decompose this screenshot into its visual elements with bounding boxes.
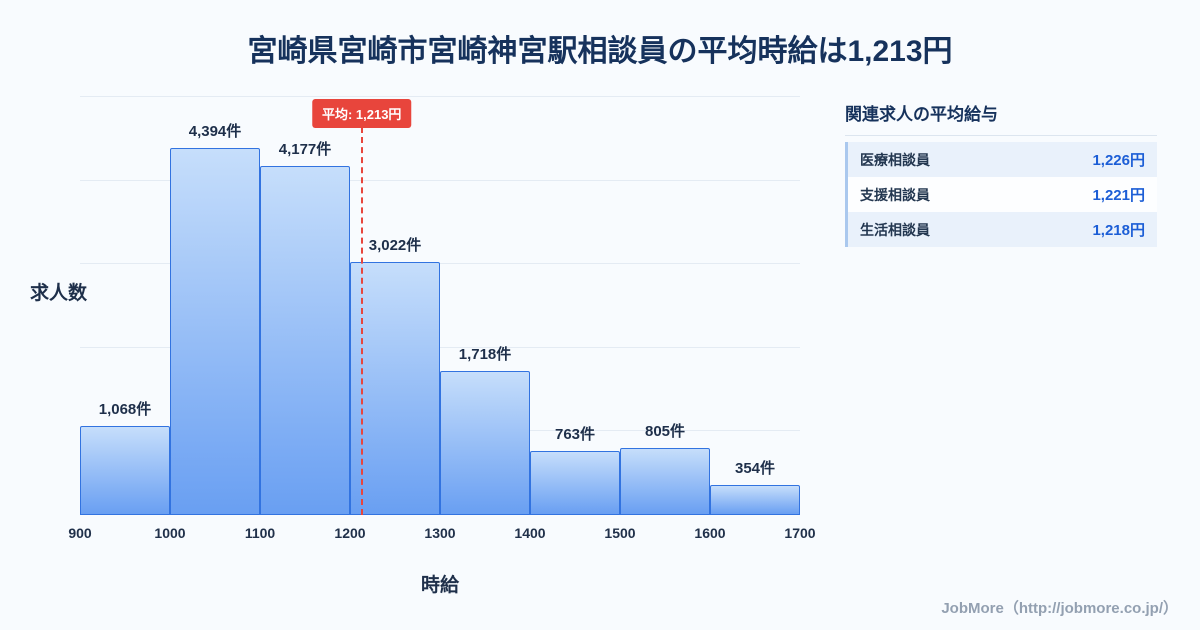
histogram-bar	[260, 165, 350, 515]
job-title-label: 支援相談員	[860, 186, 930, 203]
x-axis-label: 時給	[420, 575, 459, 596]
credit-text: JobMore（http://jobmore.co.jp/）	[941, 600, 1178, 617]
gridline	[80, 346, 800, 348]
gridline	[80, 96, 800, 97]
related-salary-title: 関連求人の平均給与	[845, 105, 998, 124]
bar-value-label: 354件	[734, 460, 776, 478]
x-tick-label: 1600	[694, 525, 726, 541]
mean-line	[360, 127, 363, 515]
histogram-bar	[80, 425, 170, 515]
x-tick-label: 900	[68, 525, 92, 541]
x-tick-label: 1100	[244, 525, 276, 541]
related-salary-table: 医療相談員 1,226円支援相談員 1,221円生活相談員 1,218円	[845, 142, 1157, 247]
bar-value-label: 4,394件	[188, 122, 242, 140]
salary-value: 1,221円	[1092, 187, 1145, 204]
job-title-label: 生活相談員	[860, 221, 930, 238]
x-tick-label: 1400	[514, 525, 546, 541]
histogram-bar	[620, 447, 710, 515]
related-salary-row: 生活相談員 1,218円	[848, 212, 1157, 247]
histogram-bar	[440, 371, 530, 515]
related-salary-row: 医療相談員 1,226円	[848, 142, 1157, 177]
related-salary-row: 支援相談員 1,221円	[848, 177, 1157, 212]
histogram-bar	[170, 147, 260, 515]
histogram-bar	[710, 485, 800, 515]
bar-value-label: 763件	[554, 426, 596, 444]
x-tick-label: 1200	[334, 525, 366, 541]
salary-value: 1,218円	[1092, 222, 1145, 239]
histogram-bar	[350, 262, 440, 515]
related-salary-panel: 関連求人の平均給与 医療相談員 1,226円支援相談員 1,221円生活相談員 1,2…	[845, 100, 1157, 247]
panel-divider	[845, 135, 1157, 136]
bar-value-label: 4,177件	[278, 140, 332, 158]
histogram-bar	[530, 451, 620, 515]
mean-badge: 平均: 1,213円	[311, 99, 412, 128]
bar-value-label: 805件	[644, 422, 686, 440]
salary-value: 1,226円	[1092, 152, 1145, 169]
y-axis-label: 求人数	[30, 283, 88, 304]
x-tick-label: 1500	[604, 525, 636, 541]
gridline	[80, 179, 800, 181]
page-title: 宮崎県宮崎市宮崎神宮駅相談員の平均時給は1,213円	[247, 35, 953, 68]
bar-value-label: 1,068件	[98, 400, 152, 418]
bar-value-label: 3,022件	[368, 237, 422, 255]
gridline	[80, 263, 800, 265]
job-title-label: 医療相談員	[860, 151, 930, 168]
bar-value-label: 1,718件	[458, 346, 512, 364]
plot-area: 1,068件 4,394件 4,177件 3,022件 1,718件 763件 805件 35…	[68, 96, 816, 541]
x-tick-label: 1700	[784, 525, 816, 541]
x-tick-label: 1000	[154, 525, 186, 541]
x-tick-label: 1300	[424, 525, 456, 541]
